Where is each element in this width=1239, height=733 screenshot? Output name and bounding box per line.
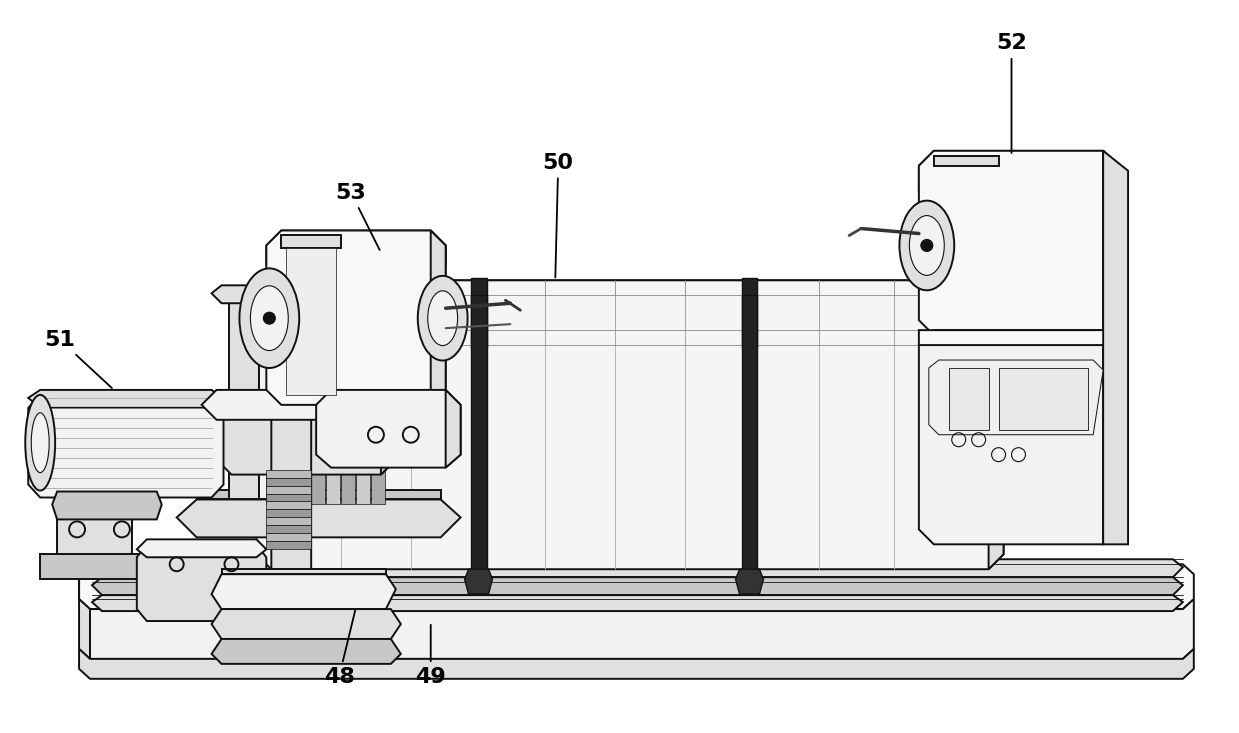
Circle shape bbox=[921, 240, 933, 251]
Ellipse shape bbox=[25, 395, 56, 490]
Polygon shape bbox=[266, 485, 311, 493]
Polygon shape bbox=[471, 279, 487, 348]
Polygon shape bbox=[949, 368, 989, 430]
Polygon shape bbox=[52, 492, 162, 520]
Polygon shape bbox=[217, 400, 395, 474]
Polygon shape bbox=[266, 493, 311, 501]
Polygon shape bbox=[919, 330, 1118, 545]
Polygon shape bbox=[256, 280, 1004, 570]
Polygon shape bbox=[266, 478, 311, 485]
Polygon shape bbox=[1103, 330, 1118, 545]
Polygon shape bbox=[929, 360, 1103, 435]
Polygon shape bbox=[326, 460, 339, 504]
Polygon shape bbox=[266, 230, 446, 405]
Polygon shape bbox=[919, 151, 1118, 335]
Polygon shape bbox=[281, 235, 341, 248]
Polygon shape bbox=[1103, 151, 1127, 545]
Polygon shape bbox=[934, 156, 999, 166]
Polygon shape bbox=[229, 290, 259, 499]
Polygon shape bbox=[259, 290, 286, 499]
Polygon shape bbox=[919, 151, 1118, 206]
Polygon shape bbox=[212, 609, 401, 639]
Polygon shape bbox=[999, 368, 1088, 430]
Polygon shape bbox=[446, 390, 461, 468]
Polygon shape bbox=[266, 542, 311, 549]
Ellipse shape bbox=[239, 268, 299, 368]
Polygon shape bbox=[79, 649, 1194, 679]
Polygon shape bbox=[341, 460, 356, 504]
Polygon shape bbox=[92, 595, 1183, 611]
Polygon shape bbox=[256, 280, 1004, 345]
Polygon shape bbox=[370, 460, 385, 504]
Polygon shape bbox=[266, 470, 311, 478]
Ellipse shape bbox=[900, 201, 954, 290]
Ellipse shape bbox=[427, 291, 457, 345]
Polygon shape bbox=[266, 509, 311, 517]
Text: 52: 52 bbox=[996, 33, 1027, 153]
Polygon shape bbox=[79, 574, 90, 659]
Text: 53: 53 bbox=[336, 183, 379, 250]
Polygon shape bbox=[919, 330, 1118, 345]
Polygon shape bbox=[266, 534, 311, 542]
Polygon shape bbox=[989, 280, 1004, 570]
Ellipse shape bbox=[909, 216, 944, 276]
Polygon shape bbox=[202, 390, 395, 420]
Polygon shape bbox=[471, 295, 487, 571]
Polygon shape bbox=[90, 599, 1194, 659]
Polygon shape bbox=[1103, 151, 1118, 335]
Polygon shape bbox=[212, 574, 395, 609]
Text: 50: 50 bbox=[543, 152, 574, 278]
Text: 49: 49 bbox=[415, 625, 446, 687]
Polygon shape bbox=[40, 554, 177, 579]
Polygon shape bbox=[465, 570, 492, 594]
Polygon shape bbox=[296, 460, 310, 504]
Polygon shape bbox=[356, 460, 370, 504]
Polygon shape bbox=[92, 559, 1183, 577]
Polygon shape bbox=[431, 230, 446, 405]
Text: 51: 51 bbox=[45, 330, 112, 388]
Polygon shape bbox=[266, 501, 311, 509]
Polygon shape bbox=[271, 280, 311, 584]
Polygon shape bbox=[266, 517, 311, 526]
Polygon shape bbox=[136, 539, 266, 557]
Ellipse shape bbox=[418, 276, 467, 361]
Polygon shape bbox=[281, 460, 295, 504]
Polygon shape bbox=[311, 460, 325, 504]
Polygon shape bbox=[177, 499, 461, 537]
Polygon shape bbox=[28, 395, 223, 498]
Polygon shape bbox=[197, 490, 441, 499]
Polygon shape bbox=[136, 545, 266, 621]
Polygon shape bbox=[222, 570, 385, 574]
Polygon shape bbox=[92, 577, 1183, 595]
Polygon shape bbox=[266, 230, 446, 280]
Polygon shape bbox=[28, 390, 223, 408]
Text: 48: 48 bbox=[323, 610, 356, 687]
Polygon shape bbox=[266, 460, 280, 504]
Polygon shape bbox=[316, 390, 461, 468]
Polygon shape bbox=[212, 285, 301, 303]
Polygon shape bbox=[380, 400, 395, 474]
Polygon shape bbox=[212, 639, 401, 664]
Polygon shape bbox=[736, 570, 763, 594]
Polygon shape bbox=[79, 564, 1194, 609]
Polygon shape bbox=[57, 517, 131, 559]
Ellipse shape bbox=[250, 286, 289, 350]
Polygon shape bbox=[741, 295, 757, 571]
Polygon shape bbox=[741, 279, 757, 348]
Ellipse shape bbox=[31, 413, 50, 473]
Circle shape bbox=[264, 312, 275, 324]
Polygon shape bbox=[266, 526, 311, 534]
Polygon shape bbox=[286, 248, 336, 395]
